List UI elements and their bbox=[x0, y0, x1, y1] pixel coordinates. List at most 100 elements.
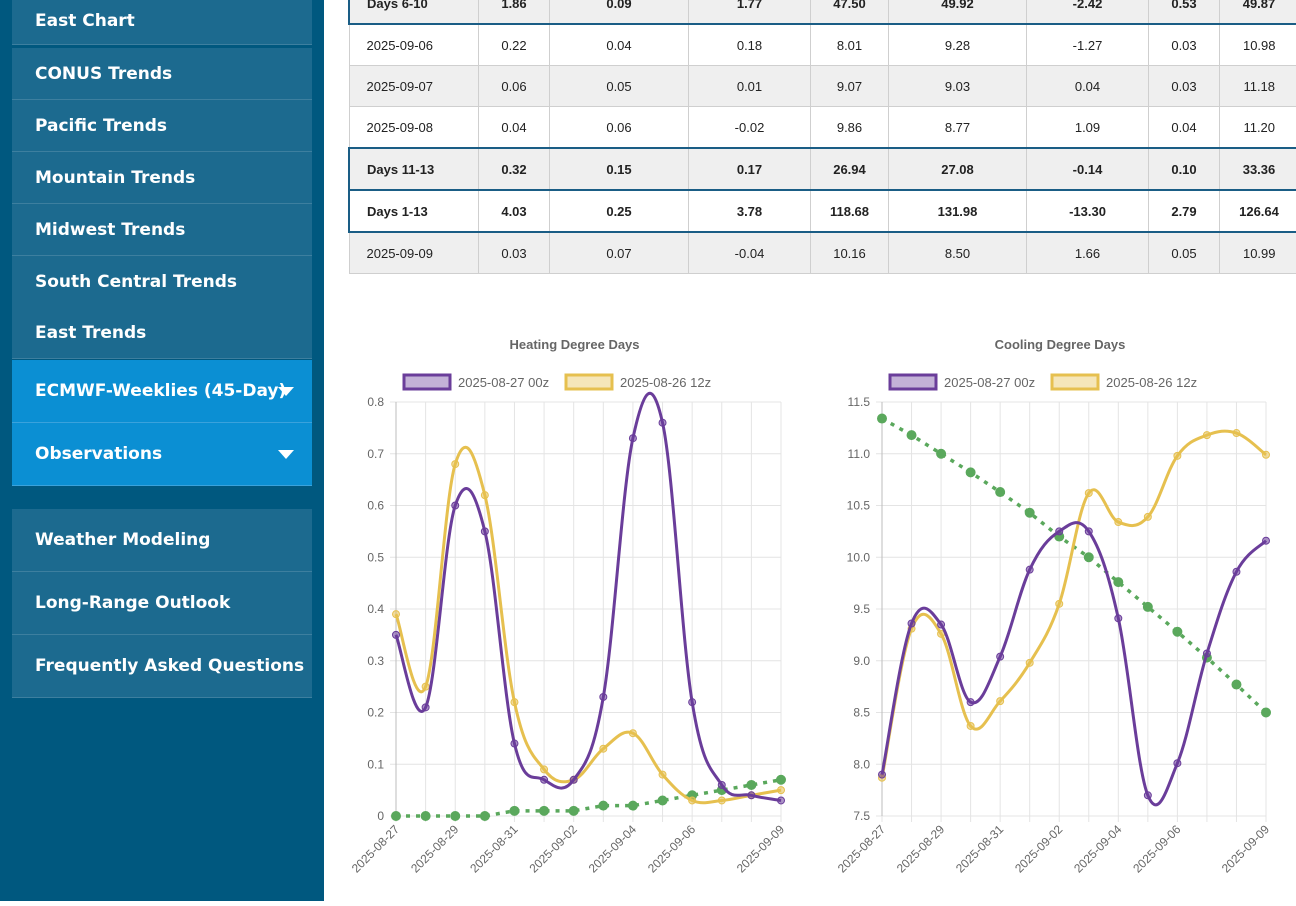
data-point bbox=[777, 775, 786, 784]
data-point bbox=[1174, 760, 1181, 767]
value-cell: 33.36 bbox=[1220, 148, 1296, 190]
data-point bbox=[748, 792, 755, 799]
data-point bbox=[907, 431, 916, 440]
data-point bbox=[511, 740, 518, 747]
data-point bbox=[452, 461, 459, 468]
data-point bbox=[1085, 528, 1092, 535]
data-point bbox=[600, 693, 607, 700]
data-point bbox=[1263, 451, 1270, 458]
value-cell: 8.50 bbox=[889, 232, 1027, 274]
data-point bbox=[393, 631, 400, 638]
row-label-cell: Days 1-13 bbox=[349, 190, 479, 232]
data-point bbox=[422, 704, 429, 711]
data-point bbox=[541, 776, 548, 783]
value-cell: 0.15 bbox=[550, 148, 689, 190]
sidebar-item-east-chart[interactable]: East Chart bbox=[12, 0, 312, 45]
chart-title: Cooling Degree Days bbox=[995, 337, 1126, 352]
series-line-0 bbox=[882, 523, 1266, 805]
value-cell: 9.03 bbox=[889, 66, 1027, 107]
data-point bbox=[1114, 578, 1123, 587]
value-cell: 131.98 bbox=[889, 190, 1027, 232]
y-tick-label: 8.5 bbox=[853, 706, 870, 720]
sidebar-item-conus-trends[interactable]: CONUS Trends bbox=[12, 48, 312, 100]
legend-swatch bbox=[890, 375, 936, 389]
data-point bbox=[1262, 708, 1271, 717]
value-cell: 0.09 bbox=[550, 0, 689, 24]
y-tick-label: 0.6 bbox=[367, 499, 384, 513]
sidebar-item-south-central-trends[interactable]: South Central Trends bbox=[12, 256, 312, 308]
value-cell: 0.07 bbox=[550, 232, 689, 274]
value-cell: 0.04 bbox=[1149, 107, 1220, 149]
x-tick-label: 2025-09-06 bbox=[1130, 822, 1184, 876]
sidebar-item-east-trends[interactable]: East Trends bbox=[12, 307, 312, 359]
sidebar-item-midwest-trends[interactable]: Midwest Trends bbox=[12, 204, 312, 256]
value-cell: 0.03 bbox=[479, 232, 550, 274]
y-tick-label: 7.5 bbox=[853, 809, 870, 823]
row-label-cell: 2025-09-08 bbox=[349, 107, 479, 149]
chevron-down-icon[interactable] bbox=[278, 387, 294, 396]
data-point bbox=[1084, 553, 1093, 562]
legend-swatch bbox=[566, 375, 612, 389]
chevron-down-icon[interactable] bbox=[278, 450, 294, 459]
data-point bbox=[570, 776, 577, 783]
y-tick-label: 10.0 bbox=[847, 550, 871, 564]
x-tick-label: 2025-08-29 bbox=[408, 822, 462, 876]
value-cell: 49.92 bbox=[889, 0, 1027, 24]
series-line-0 bbox=[396, 393, 781, 800]
sidebar-item-long-range-outlook[interactable]: Long-Range Outlook bbox=[12, 572, 312, 635]
sidebar-item-pacific-trends[interactable]: Pacific Trends bbox=[12, 100, 312, 152]
value-cell: 0.03 bbox=[1149, 24, 1220, 66]
data-point bbox=[1115, 615, 1122, 622]
y-tick-label: 11.5 bbox=[848, 395, 871, 409]
data-point bbox=[966, 468, 975, 477]
sidebar-item-label: Frequently Asked Questions bbox=[35, 656, 304, 676]
x-tick-label: 2025-08-31 bbox=[953, 822, 1007, 876]
data-point bbox=[1025, 508, 1034, 517]
data-point bbox=[392, 812, 401, 821]
value-cell: 1.86 bbox=[479, 0, 550, 24]
data-point bbox=[481, 492, 488, 499]
data-point bbox=[1144, 513, 1151, 520]
data-point bbox=[451, 812, 460, 821]
sidebar-item-ecmwf-weeklies-45-day[interactable]: ECMWF-Weeklies (45-Day) bbox=[12, 360, 312, 423]
data-point bbox=[1263, 537, 1270, 544]
legend-label: 2025-08-27 00z bbox=[944, 375, 1035, 390]
data-point bbox=[938, 621, 945, 628]
sidebar-item-mountain-trends[interactable]: Mountain Trends bbox=[12, 152, 312, 204]
x-tick-label: 2025-09-02 bbox=[527, 822, 581, 876]
value-cell: -13.30 bbox=[1027, 190, 1149, 232]
sidebar-item-observations[interactable]: Observations bbox=[12, 423, 312, 486]
data-point bbox=[600, 745, 607, 752]
data-point bbox=[747, 780, 756, 789]
row-label-cell: Days 6-10 bbox=[349, 0, 479, 24]
value-cell: 0.25 bbox=[550, 190, 689, 232]
value-cell: 49.87 bbox=[1220, 0, 1296, 24]
data-point bbox=[629, 435, 636, 442]
value-cell: 26.94 bbox=[811, 148, 889, 190]
data-point bbox=[1174, 452, 1181, 459]
sidebar-item-weather-modeling[interactable]: Weather Modeling bbox=[12, 509, 312, 572]
row-label-cell: 2025-09-06 bbox=[349, 24, 479, 66]
data-point bbox=[689, 699, 696, 706]
data-point bbox=[1233, 430, 1240, 437]
value-cell: 47.50 bbox=[811, 0, 889, 24]
value-cell: 10.99 bbox=[1220, 232, 1296, 274]
row-label-cell: 2025-09-07 bbox=[349, 66, 479, 107]
data-point bbox=[1026, 566, 1033, 573]
value-cell: 10.16 bbox=[811, 232, 889, 274]
data-point bbox=[1026, 659, 1033, 666]
value-cell: 0.06 bbox=[479, 66, 550, 107]
sidebar-item-frequently-asked-questions[interactable]: Frequently Asked Questions bbox=[12, 635, 312, 698]
sidebar-item-label: ECMWF-Weeklies (45-Day) bbox=[35, 381, 286, 401]
y-tick-label: 0.4 bbox=[367, 602, 384, 616]
y-tick-label: 0 bbox=[377, 809, 384, 823]
series-line-1 bbox=[882, 431, 1266, 778]
legend-label: 2025-08-27 00z bbox=[458, 375, 549, 390]
y-tick-label: 9.5 bbox=[853, 602, 870, 616]
y-tick-label: 0.2 bbox=[367, 706, 384, 720]
data-point bbox=[1203, 650, 1210, 657]
